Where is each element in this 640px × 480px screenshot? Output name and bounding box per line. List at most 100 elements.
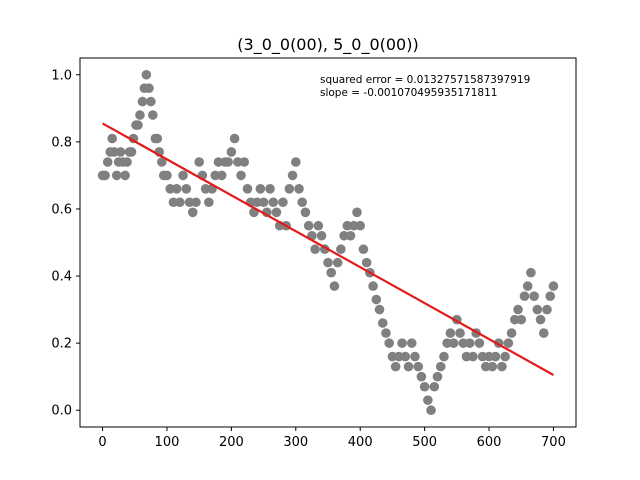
scatter-point-117 xyxy=(445,328,456,338)
chart-title: (3_0_0(00), 5_0_0(00)) xyxy=(237,35,418,55)
x-tick-label-3: 300 xyxy=(283,435,308,450)
scatter-point-111 xyxy=(426,405,436,416)
scatter-point-53 xyxy=(239,157,250,167)
scatter-point-110 xyxy=(423,395,433,405)
scatter-point-83 xyxy=(336,244,346,255)
scatter-point-39 xyxy=(194,157,204,167)
scatter-point-134 xyxy=(500,351,510,362)
scatter-point-107 xyxy=(413,361,423,372)
scatter-point-27 xyxy=(157,157,167,167)
scatter-point-58 xyxy=(255,184,266,194)
y-axis-ticks: 0.0 0.2 0.4 0.6 0.8 1.0 xyxy=(51,68,80,419)
scatter-point-42 xyxy=(204,197,214,208)
scatter-point-144 xyxy=(532,304,543,315)
scatter-point-16 xyxy=(133,120,143,130)
fit-line xyxy=(102,122,554,376)
scatter-point-81 xyxy=(329,281,340,291)
scatter-point-79 xyxy=(323,257,333,268)
scatter-point-123 xyxy=(464,338,475,348)
scatter-point-135 xyxy=(503,338,514,348)
scatter-point-115 xyxy=(439,351,449,362)
scatter-point-90 xyxy=(358,244,369,255)
scatter-point-32 xyxy=(171,184,182,194)
scatter-point-46 xyxy=(216,170,227,181)
y-tick-label-1: 0.2 xyxy=(51,337,72,352)
x-tick-label-0: 0 xyxy=(98,435,106,450)
scatter-point-95 xyxy=(374,304,385,315)
scatter-point-141 xyxy=(522,281,533,291)
scatter-point-102 xyxy=(397,338,407,348)
scatter-point-59 xyxy=(258,197,269,208)
scatter-point-130 xyxy=(487,361,498,372)
scatter-point-67 xyxy=(284,184,295,194)
scatter-point-37 xyxy=(187,207,198,218)
scatter-point-147 xyxy=(542,304,552,315)
scatter-point-113 xyxy=(432,371,443,382)
scatter-point-149 xyxy=(548,281,559,291)
scatter-point-88 xyxy=(352,207,362,218)
x-axis-ticks: 0 100 200 300 400 500 600 700 xyxy=(98,427,566,450)
y-tick-label-4: 0.8 xyxy=(51,135,72,150)
scatter-point-91 xyxy=(361,257,372,268)
scatter-point-108 xyxy=(416,371,427,382)
x-tick-label-4: 400 xyxy=(348,435,373,450)
y-tick-label-2: 0.4 xyxy=(51,270,72,285)
scatter-point-140 xyxy=(519,291,530,301)
scatter-point-143 xyxy=(529,291,539,301)
scatter-point-70 xyxy=(294,184,304,194)
scatter-point-49 xyxy=(226,147,237,157)
scatter-point-105 xyxy=(406,338,417,348)
x-tick-label-7: 700 xyxy=(541,435,566,450)
scatter-point-68 xyxy=(287,170,298,181)
scatter-point-10 xyxy=(120,170,130,181)
scatter-point-72 xyxy=(300,207,311,218)
scatter-point-11 xyxy=(122,157,132,167)
scatter-point-100 xyxy=(390,361,401,372)
scatter-point-22 xyxy=(146,96,156,107)
scatter-point-139 xyxy=(516,314,527,325)
x-tick-label-2: 200 xyxy=(219,435,244,450)
scatter-point-75 xyxy=(310,244,320,255)
scatter-point-52 xyxy=(236,170,246,181)
scatter-point-114 xyxy=(435,361,446,372)
scatter-point-98 xyxy=(384,338,394,348)
scatter-point-124 xyxy=(468,351,478,362)
scatter-point-131 xyxy=(490,351,501,362)
scatter-point-65 xyxy=(278,197,288,208)
scatter-point-136 xyxy=(506,328,517,338)
scatter-point-94 xyxy=(371,294,382,305)
scatter-point-13 xyxy=(126,147,137,157)
scatter-point-23 xyxy=(147,110,158,120)
scatter-point-93 xyxy=(368,281,378,291)
scatter-points xyxy=(97,69,559,416)
scatter-point-2 xyxy=(102,157,113,167)
scatter-point-112 xyxy=(429,381,440,392)
y-tick-label-0: 0.0 xyxy=(51,404,72,419)
scatter-point-17 xyxy=(135,110,145,120)
x-tick-label-6: 600 xyxy=(477,435,502,450)
scatter-point-69 xyxy=(290,157,301,167)
scatter-point-25 xyxy=(152,133,163,144)
scatter-point-61 xyxy=(265,184,275,194)
scatter-point-80 xyxy=(326,267,337,278)
scatter-point-96 xyxy=(377,318,388,328)
scatter-point-126 xyxy=(474,338,485,348)
scatter-point-33 xyxy=(175,197,185,208)
scatter-point-118 xyxy=(448,338,459,348)
scatter-point-1 xyxy=(100,170,110,181)
scatter-point-48 xyxy=(223,157,233,167)
y-tick-label-5: 1.0 xyxy=(51,68,72,83)
scatter-point-145 xyxy=(535,314,546,325)
fit-line-layer xyxy=(102,122,554,376)
scatter-point-106 xyxy=(410,351,420,362)
scatter-point-6 xyxy=(111,170,122,181)
scatter-point-38 xyxy=(191,197,201,208)
scatter-point-29 xyxy=(162,170,172,181)
scatter-point-86 xyxy=(345,230,356,241)
scatter-point-133 xyxy=(497,361,507,372)
y-tick-label-3: 0.6 xyxy=(51,202,72,217)
scatter-point-50 xyxy=(229,133,240,144)
scatter-point-76 xyxy=(313,220,324,231)
